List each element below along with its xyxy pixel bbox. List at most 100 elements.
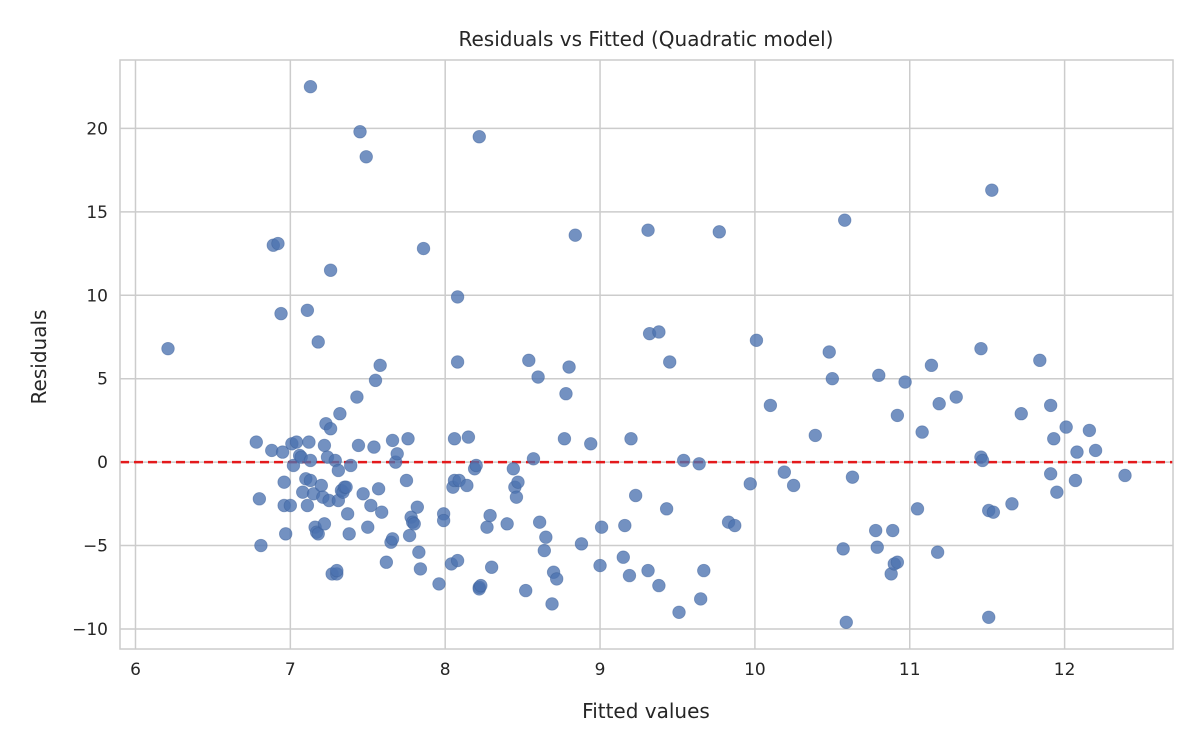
data-point bbox=[278, 527, 293, 541]
data-point bbox=[522, 353, 536, 368]
data-point bbox=[416, 241, 431, 256]
data-point bbox=[461, 430, 476, 444]
data-point bbox=[712, 225, 726, 239]
data-point bbox=[1118, 468, 1132, 483]
data-point bbox=[628, 488, 643, 503]
data-point bbox=[519, 583, 533, 598]
data-point bbox=[274, 306, 288, 321]
data-point bbox=[808, 428, 822, 443]
data-point bbox=[584, 437, 598, 451]
data-point bbox=[749, 333, 764, 348]
data-point bbox=[568, 228, 582, 242]
data-point bbox=[323, 422, 338, 436]
data-point bbox=[330, 563, 344, 578]
data-point bbox=[474, 578, 488, 593]
data-point bbox=[371, 482, 386, 496]
data-point bbox=[472, 130, 486, 144]
data-point bbox=[317, 438, 332, 453]
data-point bbox=[898, 375, 912, 389]
data-point bbox=[506, 462, 521, 476]
data-point bbox=[436, 513, 451, 528]
data-point bbox=[373, 358, 387, 373]
data-point bbox=[399, 473, 414, 488]
data-point bbox=[302, 435, 316, 449]
data-point bbox=[845, 470, 860, 484]
data-point bbox=[763, 398, 778, 413]
data-point bbox=[412, 545, 426, 559]
data-point bbox=[390, 447, 404, 461]
data-point bbox=[323, 263, 338, 277]
data-point bbox=[652, 325, 666, 339]
y-tick-label: −5 bbox=[83, 537, 108, 557]
data-point bbox=[450, 290, 465, 304]
data-point bbox=[949, 390, 963, 404]
x-tick-label: 11 bbox=[899, 660, 921, 680]
data-point bbox=[1033, 353, 1047, 368]
data-point bbox=[450, 355, 465, 369]
data-point bbox=[1082, 423, 1097, 438]
data-point bbox=[314, 478, 329, 493]
data-point bbox=[557, 432, 572, 446]
data-point bbox=[469, 458, 483, 473]
scatter-points bbox=[161, 79, 1132, 630]
data-point bbox=[252, 492, 267, 506]
data-point bbox=[985, 183, 999, 197]
y-tick-label: 10 bbox=[86, 286, 108, 306]
data-point bbox=[450, 553, 465, 568]
y-tick-label: 5 bbox=[97, 370, 108, 390]
data-point bbox=[532, 515, 547, 529]
y-tick-label: −10 bbox=[72, 620, 108, 640]
data-point bbox=[286, 458, 301, 473]
x-tick-label: 6 bbox=[130, 660, 141, 680]
data-point bbox=[693, 592, 708, 606]
data-point bbox=[350, 390, 364, 404]
y-tick-label: 20 bbox=[86, 119, 108, 139]
data-point bbox=[1014, 407, 1028, 421]
data-point bbox=[432, 577, 446, 591]
data-point bbox=[676, 453, 691, 468]
data-point bbox=[413, 562, 428, 576]
data-point bbox=[271, 236, 285, 251]
data-point bbox=[385, 433, 400, 448]
data-point bbox=[331, 463, 346, 478]
data-point bbox=[672, 605, 686, 619]
data-point bbox=[692, 457, 706, 471]
data-point bbox=[559, 387, 573, 401]
data-point bbox=[254, 538, 268, 553]
data-point bbox=[342, 527, 356, 541]
data-point bbox=[982, 610, 996, 624]
data-point bbox=[986, 505, 1001, 519]
x-tick-labels: 6 7 8 9 10 11 12 bbox=[130, 660, 1075, 680]
data-point bbox=[870, 540, 884, 554]
data-point bbox=[663, 355, 677, 369]
data-point bbox=[364, 498, 378, 513]
data-point bbox=[289, 435, 304, 449]
data-point bbox=[641, 563, 655, 578]
data-point bbox=[616, 550, 630, 564]
data-point bbox=[930, 545, 945, 559]
data-point bbox=[367, 440, 381, 454]
y-axis-label: Residuals bbox=[27, 310, 51, 405]
x-tick-label: 7 bbox=[285, 660, 296, 680]
data-point bbox=[361, 520, 375, 534]
data-point bbox=[283, 498, 298, 513]
data-point bbox=[375, 505, 389, 519]
data-point bbox=[836, 542, 850, 556]
data-point bbox=[339, 480, 353, 494]
data-point bbox=[659, 502, 674, 516]
data-point bbox=[1059, 420, 1073, 434]
data-point bbox=[697, 563, 711, 578]
data-point bbox=[1068, 473, 1083, 488]
data-point bbox=[531, 370, 545, 384]
data-point bbox=[890, 555, 905, 569]
data-point bbox=[1047, 432, 1061, 446]
data-point bbox=[511, 475, 525, 489]
data-point bbox=[410, 500, 425, 514]
data-point bbox=[300, 498, 315, 513]
data-point bbox=[359, 150, 373, 164]
data-point bbox=[344, 458, 358, 473]
data-point bbox=[317, 517, 332, 531]
data-point bbox=[161, 341, 175, 356]
x-tick-label: 12 bbox=[1054, 660, 1076, 680]
